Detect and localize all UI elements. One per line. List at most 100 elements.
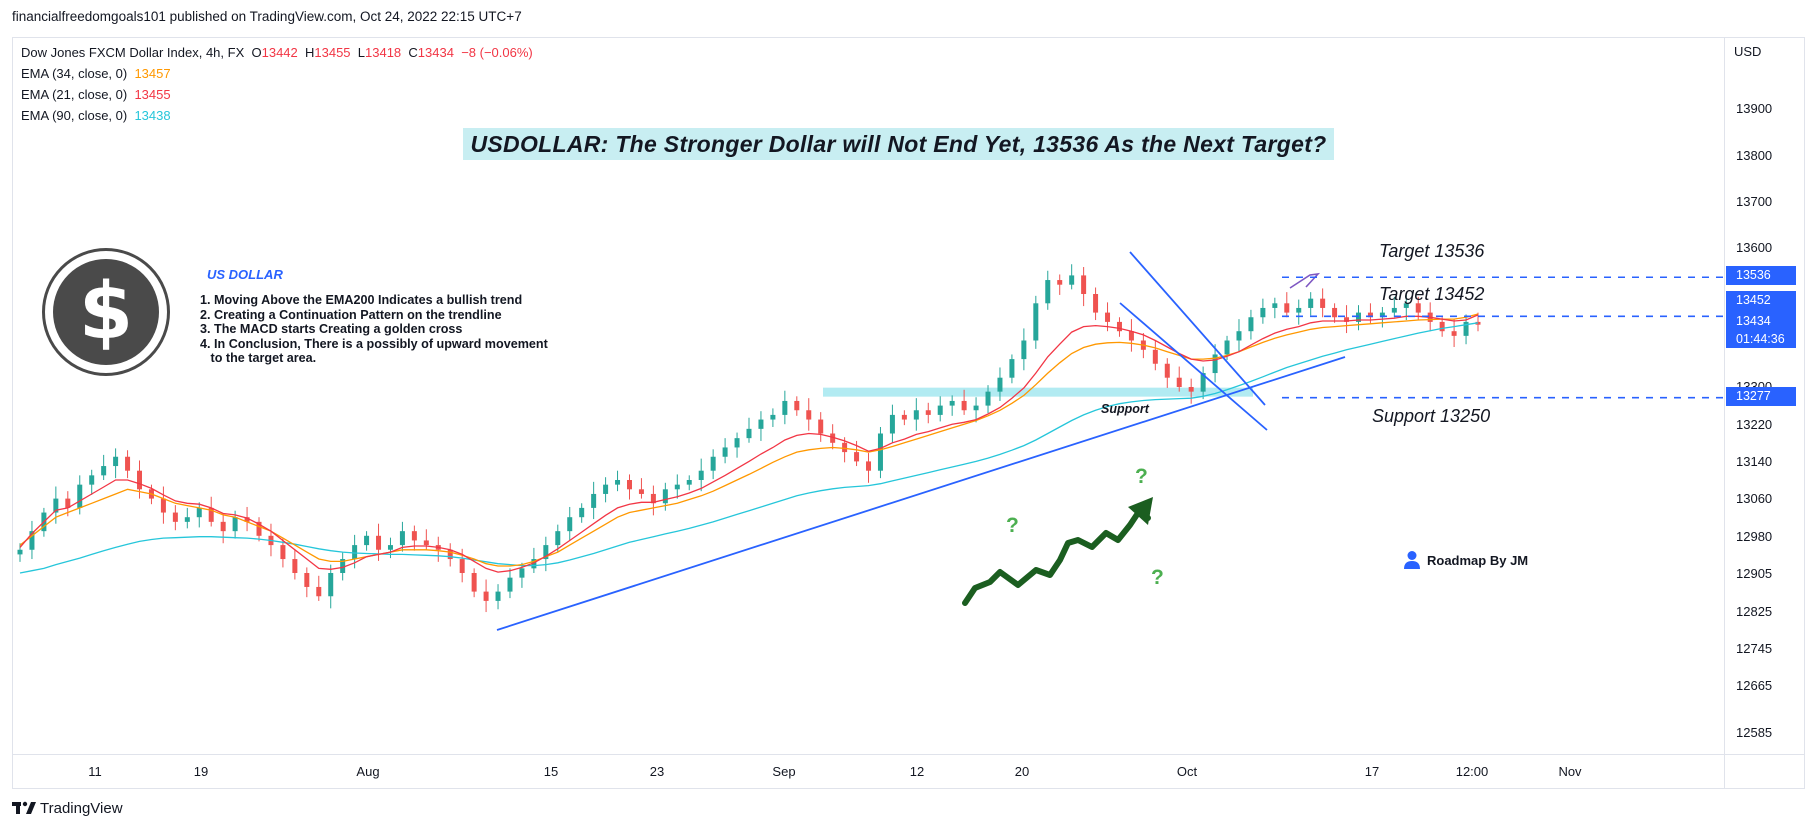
- candle-body: [1045, 280, 1051, 304]
- projection-zigzag-arrow: [962, 507, 1151, 606]
- close-label: C: [408, 45, 418, 60]
- time-tick: 15: [543, 764, 559, 779]
- candle-body: [1057, 280, 1063, 285]
- roadmap-signature[interactable]: Roadmap By JM: [1403, 550, 1528, 573]
- candle-body: [459, 559, 465, 573]
- candle-body: [399, 531, 405, 546]
- candle-body: [1332, 307, 1338, 318]
- candle-body: [1128, 331, 1134, 341]
- notes-title[interactable]: US DOLLAR: [207, 267, 283, 282]
- ema21-row[interactable]: EMA (21, close, 0) 13455: [21, 84, 533, 105]
- candle-body: [423, 540, 429, 546]
- candle-body: [1152, 349, 1158, 364]
- candle-body: [985, 391, 991, 406]
- notes-list[interactable]: 1. Moving Above the EMA200 Indicates a b…: [200, 293, 548, 366]
- candle-body: [495, 591, 501, 601]
- candle-body: [256, 521, 262, 536]
- chart-headline[interactable]: USDOLLAR: The Stronger Dollar will Not E…: [463, 128, 1334, 160]
- candle-body: [1439, 321, 1445, 332]
- candle-body: [1021, 340, 1027, 360]
- question-mark[interactable]: ?: [1135, 465, 1148, 488]
- candle-body: [889, 414, 895, 434]
- price-tag-support: 13277: [1726, 387, 1796, 406]
- candle-body: [137, 470, 143, 490]
- candle-body: [782, 400, 788, 415]
- price-tick: 13800: [1736, 148, 1773, 163]
- ema90-line: [19, 322, 1479, 574]
- ema90-row[interactable]: EMA (90, close, 0) 13438: [21, 105, 533, 126]
- price-tick: 13900: [1736, 101, 1773, 116]
- candle-body: [196, 507, 202, 518]
- candle-body: [507, 577, 513, 592]
- candle-body: [1188, 387, 1194, 392]
- candle-body: [364, 535, 370, 546]
- candle-body: [1081, 275, 1087, 294]
- ema21-label: EMA (21, close, 0): [21, 87, 128, 102]
- candle-body: [1009, 359, 1015, 378]
- candle-body: [1164, 363, 1170, 378]
- time-tick: 20: [1014, 764, 1030, 779]
- candle-body: [1200, 373, 1206, 392]
- time-tick: Sep: [772, 764, 796, 779]
- candle-body: [1260, 307, 1266, 318]
- support-zone-label[interactable]: Support: [1101, 402, 1149, 416]
- candle-body: [710, 456, 716, 471]
- wedge-lower-line: [1119, 302, 1268, 431]
- candle-body: [1176, 377, 1182, 387]
- price-axis-border: [1724, 37, 1725, 789]
- candle-body: [913, 410, 919, 420]
- note-item: to the target area.: [200, 351, 317, 365]
- candle-body: [937, 405, 943, 415]
- price-tag-last: 13434 01:44:36: [1726, 312, 1796, 348]
- candle-body: [77, 484, 83, 508]
- candle-body: [232, 517, 238, 532]
- candle-body: [292, 559, 298, 573]
- candle-body: [113, 456, 119, 467]
- target-13452-label[interactable]: Target 13452: [1379, 284, 1485, 304]
- high-value: 13455: [314, 45, 351, 60]
- candle-body: [830, 433, 836, 443]
- price-tag-target: 13536: [1726, 266, 1796, 285]
- candle-body: [53, 498, 59, 513]
- question-mark[interactable]: ?: [1151, 566, 1164, 589]
- chart-legend: Dow Jones FXCM Dollar Index, 4h, FX O134…: [21, 42, 533, 126]
- ema34-row[interactable]: EMA (34, close, 0) 13457: [21, 63, 533, 84]
- candle-body: [842, 442, 848, 453]
- candle-body: [17, 549, 23, 555]
- tradingview-footer[interactable]: TradingView: [12, 800, 123, 818]
- candle-body: [1451, 331, 1457, 336]
- candle-body: [376, 535, 382, 550]
- price-tick: 12825: [1736, 604, 1773, 619]
- target-13536-label[interactable]: Target 13536: [1379, 241, 1485, 261]
- candle-body: [304, 573, 310, 587]
- time-tick: Aug: [356, 764, 380, 779]
- note-item: 2. Creating a Continuation Pattern on th…: [200, 307, 502, 322]
- note-item: 4. In Conclusion, There is a possibly of…: [200, 336, 548, 351]
- wedge-upper-line: [1129, 251, 1266, 406]
- chart-frame: [12, 37, 1805, 789]
- symbol-ohlc-row[interactable]: Dow Jones FXCM Dollar Index, 4h, FX O134…: [21, 42, 533, 63]
- time-tick: 17: [1364, 764, 1380, 779]
- candle-body: [854, 452, 860, 462]
- currency-label: USD: [1734, 44, 1762, 59]
- candle-body: [567, 517, 573, 532]
- candle-body: [1308, 298, 1314, 308]
- close-value: 13434: [417, 45, 454, 60]
- candle-body: [806, 410, 812, 420]
- tradingview-logo-icon: [12, 800, 36, 818]
- note-item: 3. The MACD starts Creating a golden cro…: [200, 322, 463, 336]
- projection-arrowhead: [1128, 497, 1153, 525]
- support-13250-label[interactable]: Support 13250: [1372, 406, 1491, 426]
- price-chart[interactable]: [12, 37, 1724, 754]
- price-tick: 12980: [1736, 529, 1773, 544]
- time-axis-border: [12, 754, 1805, 755]
- time-tick: Oct: [1176, 764, 1198, 779]
- roadmap-label: Roadmap By JM: [1427, 552, 1529, 568]
- time-tick: 11: [88, 764, 102, 779]
- time-tick: 12: [909, 764, 925, 779]
- dollar-sign-icon: $: [53, 259, 159, 365]
- low-label: L: [357, 45, 366, 60]
- question-mark[interactable]: ?: [1006, 514, 1019, 537]
- time-tick: Nov: [1558, 764, 1582, 779]
- candle-body: [674, 484, 680, 490]
